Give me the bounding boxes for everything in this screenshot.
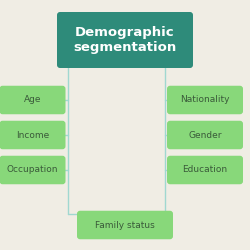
Text: Income: Income (16, 130, 49, 140)
FancyBboxPatch shape (77, 211, 173, 239)
FancyBboxPatch shape (167, 86, 243, 114)
Text: Occupation: Occupation (7, 166, 58, 174)
Text: Gender: Gender (188, 130, 222, 140)
FancyBboxPatch shape (57, 12, 193, 68)
FancyBboxPatch shape (167, 156, 243, 184)
FancyBboxPatch shape (0, 121, 66, 149)
FancyBboxPatch shape (167, 121, 243, 149)
Text: Family status: Family status (95, 220, 155, 230)
Text: Age: Age (24, 96, 41, 104)
Text: Education: Education (182, 166, 228, 174)
FancyBboxPatch shape (0, 86, 66, 114)
Text: Nationality: Nationality (180, 96, 230, 104)
FancyBboxPatch shape (0, 156, 66, 184)
Text: Demographic
segmentation: Demographic segmentation (74, 26, 176, 54)
